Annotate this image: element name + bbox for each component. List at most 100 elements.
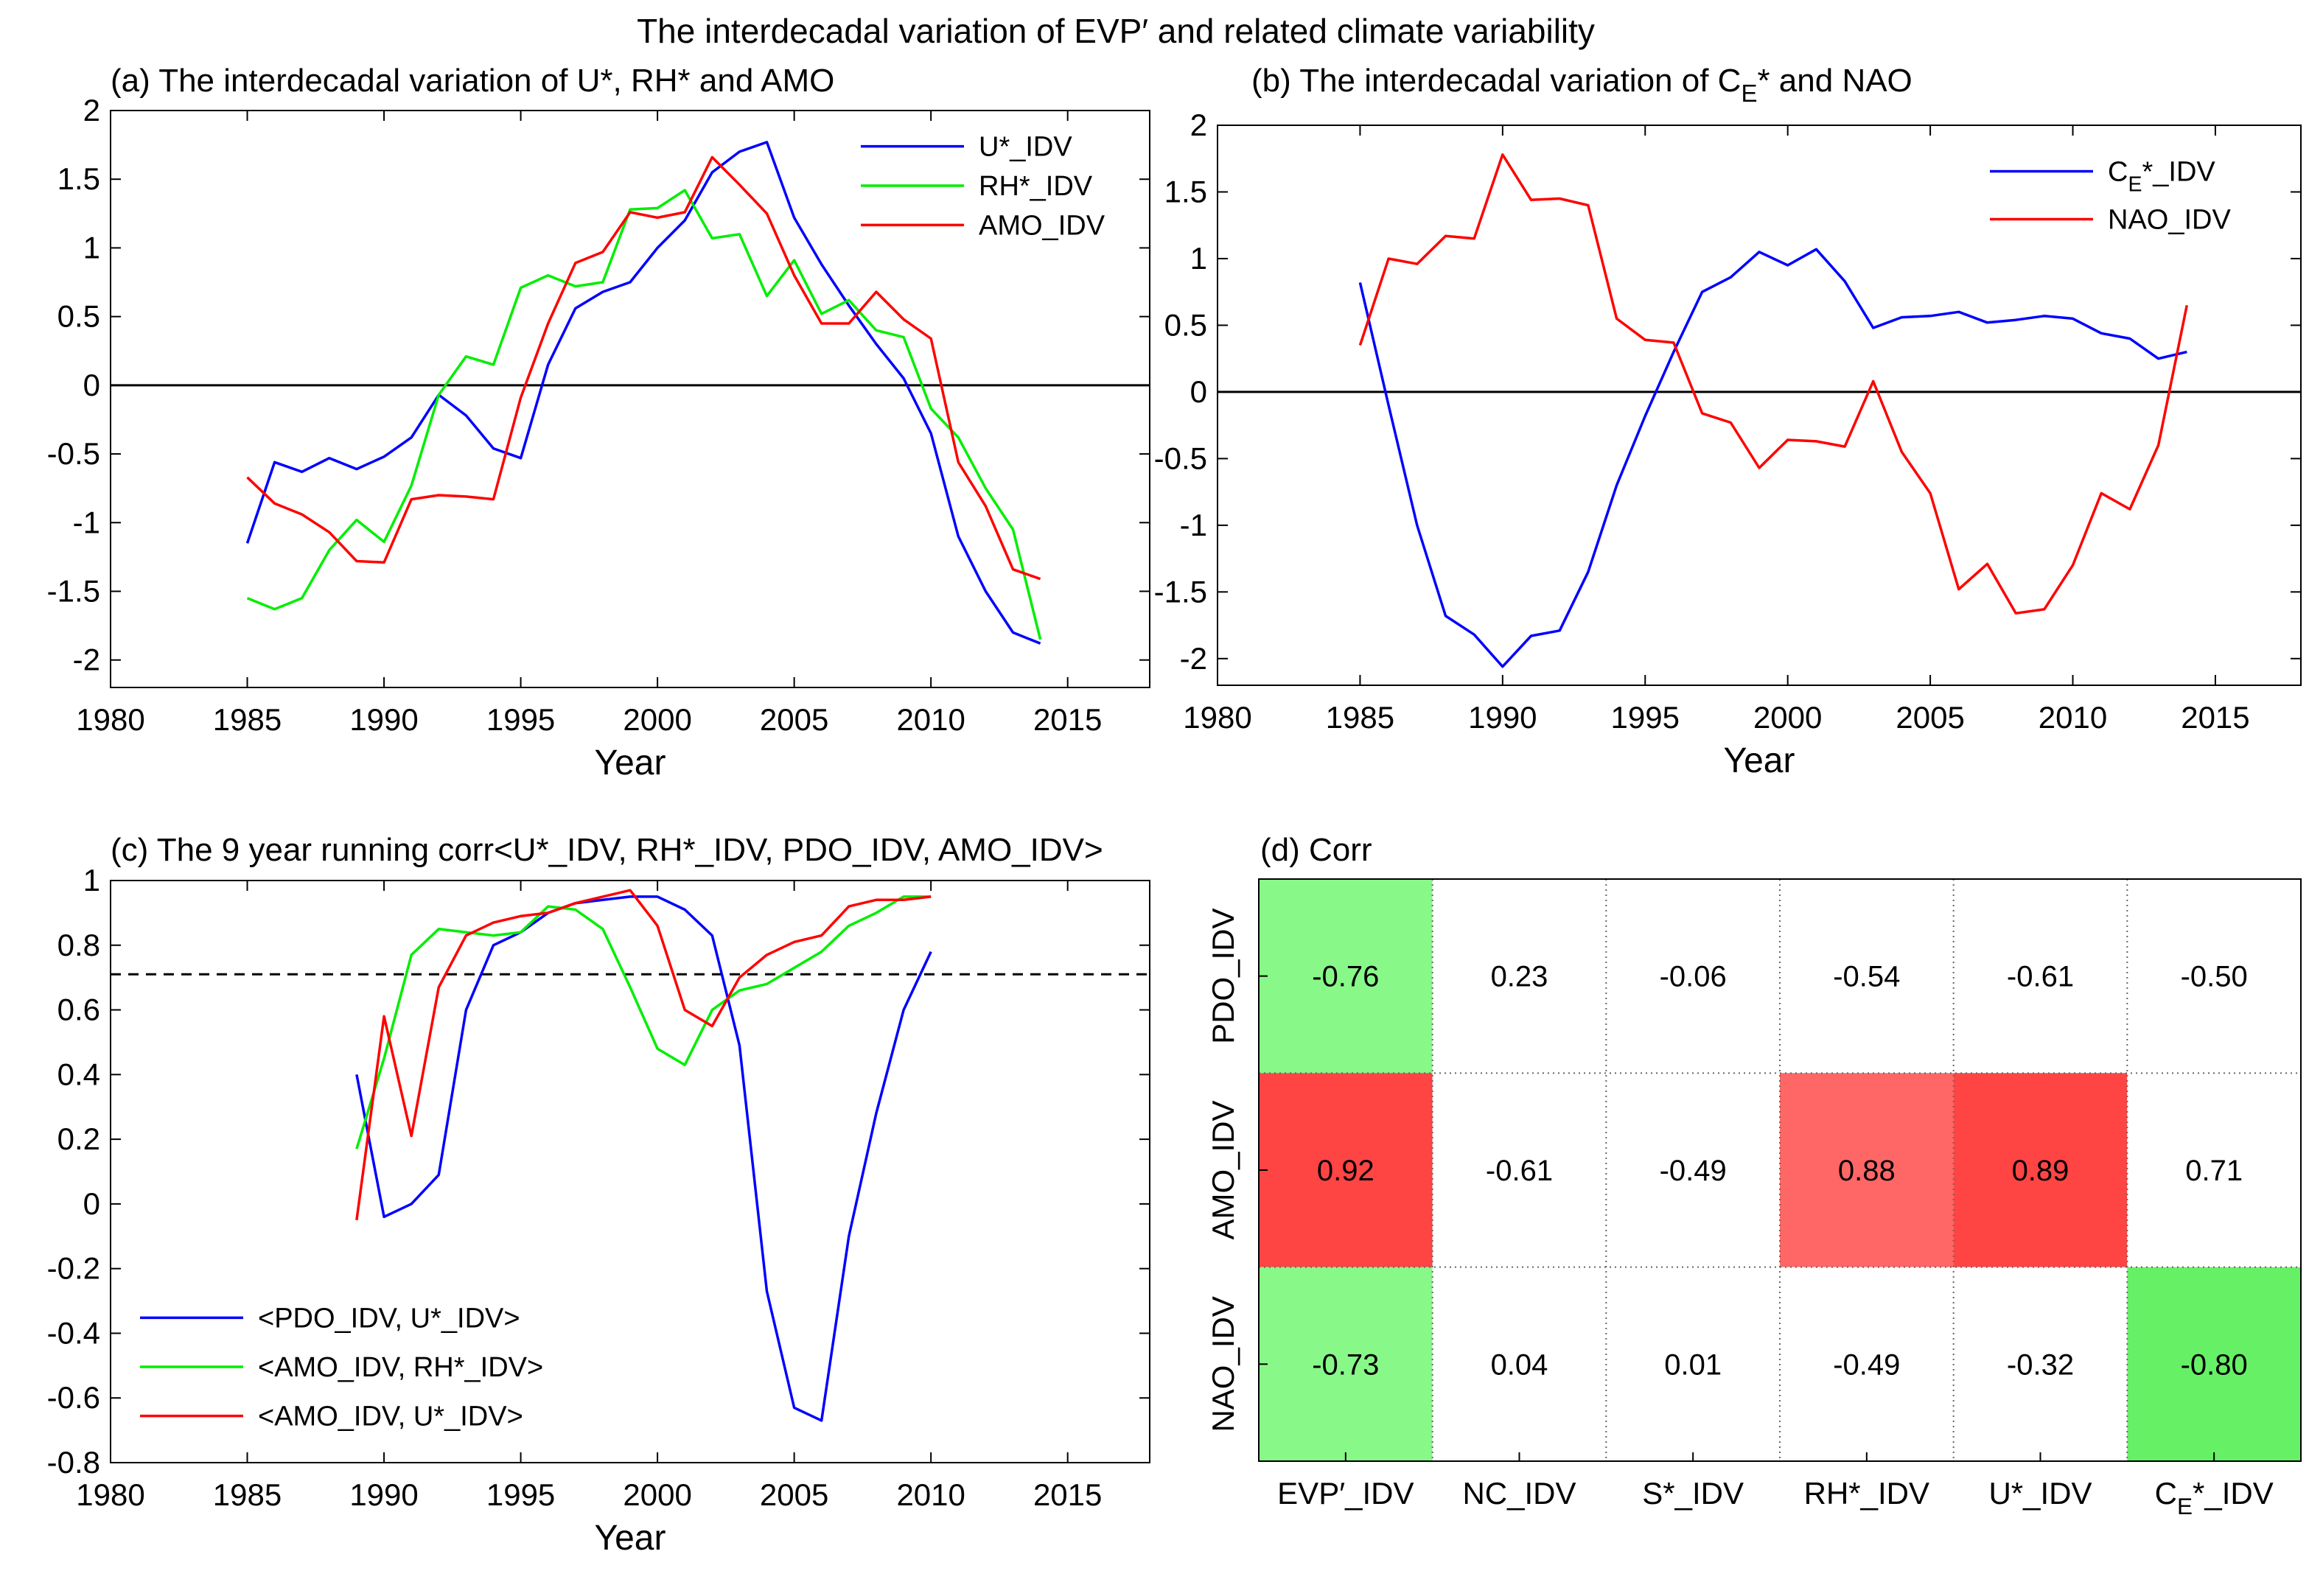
x-tick-label: 1990 bbox=[1468, 700, 1537, 735]
heatmap-column-label: S*_IDV bbox=[1642, 1476, 1744, 1511]
x-tick-label: 1995 bbox=[1611, 700, 1680, 735]
panel-a-title: (a) The interdecadal variation of U*, RH… bbox=[111, 63, 834, 99]
x-tick-label: 2015 bbox=[1033, 1477, 1102, 1512]
x-tick-label: 2000 bbox=[623, 1477, 691, 1512]
x-tick-label: 2010 bbox=[2039, 700, 2107, 735]
x-tick-label: 2005 bbox=[760, 702, 828, 737]
y-tick-label: 0 bbox=[83, 368, 100, 402]
legend-label-amo-idv-rh-idv: <AMO_IDV, RH*_IDV> bbox=[258, 1352, 543, 1383]
panel-d: (d) Corr -0.76 0.23 -0.06 -0.54 -0.61 -0.50 0.9… bbox=[1206, 832, 2301, 1519]
y-tick-label: 0 bbox=[1190, 374, 1207, 409]
x-tick-label: 2010 bbox=[896, 1477, 965, 1512]
panel-c: (c) The 9 year running corr<U*_IDV, RH*_… bbox=[47, 832, 1150, 1558]
x-tick-label: 1995 bbox=[486, 702, 555, 737]
x-tick-label: 1985 bbox=[1326, 700, 1394, 735]
panel-b-title-part: (b) The interdecadal variation of C bbox=[1251, 63, 1741, 99]
x-tick-label: 2015 bbox=[1033, 702, 1102, 737]
y-tick-label: 0.4 bbox=[57, 1057, 100, 1091]
heatmap-row-label: NAO_IDV bbox=[1206, 1296, 1240, 1432]
y-tick-label: 2 bbox=[1190, 108, 1207, 142]
figure-suptitle: The interdecadal variation of EVP′ and r… bbox=[637, 12, 1595, 50]
x-tick-label: 1995 bbox=[486, 1477, 555, 1512]
heatmap-cell-value: -0.50 bbox=[2181, 961, 2248, 993]
x-tick-label: 2015 bbox=[2181, 700, 2249, 735]
x-axis-label: Year bbox=[1724, 741, 1795, 780]
series-line-nao-idv bbox=[1360, 155, 2187, 614]
y-tick-label: -0.8 bbox=[47, 1445, 100, 1480]
legend: U*_IDV RH*_IDV AMO_IDV bbox=[861, 132, 1105, 242]
heatmap-column-label: RH*_IDV bbox=[1804, 1476, 1929, 1511]
y-tick-label: 0.5 bbox=[57, 299, 100, 334]
legend: <PDO_IDV, U*_IDV> <AMO_IDV, RH*_IDV> <AMO_… bbox=[140, 1303, 543, 1432]
y-tick-label: -1 bbox=[73, 505, 100, 539]
series-line-amo-idv-u-idv bbox=[357, 890, 931, 1220]
x-tick-label: 2005 bbox=[760, 1477, 828, 1512]
heatmap-cell-value: 0.01 bbox=[1664, 1348, 1722, 1381]
heatmap-cell-value: 0.88 bbox=[1838, 1155, 1896, 1187]
series-line-amo-idv-rh-idv bbox=[357, 897, 931, 1149]
series-line-c-e-idv bbox=[1360, 249, 2187, 666]
heatmap-cell-value: 0.92 bbox=[1317, 1155, 1374, 1187]
y-tick-label: 0.8 bbox=[57, 928, 100, 962]
panel-d-title: (d) Corr bbox=[1260, 832, 1372, 868]
panel-c-title: (c) The 9 year running corr<U*_IDV, RH*_… bbox=[111, 832, 1103, 868]
series-line-u-idv bbox=[248, 142, 1041, 643]
x-tick-label: 1985 bbox=[213, 1477, 282, 1512]
heatmap-cell-value: 0.04 bbox=[1491, 1348, 1548, 1381]
y-tick-label: 1.5 bbox=[57, 161, 100, 196]
x-tick-label: 2000 bbox=[1753, 700, 1822, 735]
heatmap-cell-value: -0.54 bbox=[1833, 961, 1900, 993]
x-tick-label: 1990 bbox=[349, 702, 418, 737]
heatmap-cell-value: -0.76 bbox=[1312, 961, 1379, 993]
panel-b-title-subscript: E bbox=[1741, 80, 1757, 107]
heatmap-column-label-subscript: E bbox=[2177, 1493, 2193, 1519]
heatmap-column-label: CE*_IDV bbox=[2155, 1476, 2274, 1519]
legend-label-pdo-idv-u-idv: <PDO_IDV, U*_IDV> bbox=[258, 1303, 520, 1334]
heatmap-cell-value: -0.61 bbox=[1486, 1155, 1553, 1187]
y-tick-label: 1.5 bbox=[1164, 174, 1207, 209]
y-tick-label: -1.5 bbox=[1154, 574, 1207, 609]
legend-label-c-e-idv-part: *_IDV bbox=[2142, 157, 2215, 188]
heatmap-cell-value: 0.71 bbox=[2185, 1155, 2243, 1187]
x-tick-label: 1990 bbox=[349, 1477, 418, 1512]
x-tick-label: 1985 bbox=[213, 702, 282, 737]
legend-label-u-idv: U*_IDV bbox=[979, 132, 1072, 163]
y-tick-label: -1.5 bbox=[47, 574, 100, 609]
figure: The interdecadal variation of EVP′ and r… bbox=[0, 0, 2309, 1596]
panel-b: (b) The interdecadal variation of CE* an… bbox=[1154, 63, 2301, 780]
legend-label-c-e-idv-part: C bbox=[2108, 157, 2128, 188]
x-tick-label: 2000 bbox=[623, 702, 691, 737]
y-tick-label: 0 bbox=[83, 1186, 100, 1221]
legend-label-amo-idv: AMO_IDV bbox=[979, 210, 1105, 241]
heatmap-column-label: U*_IDV bbox=[1988, 1476, 2092, 1511]
heatmap-cell-value: -0.61 bbox=[2007, 961, 2074, 993]
heatmap-cell-value: 0.23 bbox=[1491, 961, 1548, 993]
y-tick-label: 1 bbox=[83, 230, 100, 265]
series-line-amo-idv bbox=[248, 157, 1041, 578]
heatmap-row-label: AMO_IDV bbox=[1206, 1100, 1240, 1239]
heatmap-column-label: NC_IDV bbox=[1462, 1476, 1576, 1511]
legend-label-amo-idv-u-idv: <AMO_IDV, U*_IDV> bbox=[258, 1401, 523, 1432]
heatmap-row-label: PDO_IDV bbox=[1206, 908, 1240, 1043]
y-tick-label: 0.6 bbox=[57, 993, 100, 1027]
legend-label-c-e-idv-subscript: E bbox=[2128, 173, 2142, 197]
heatmap-column-label-part: C bbox=[2155, 1476, 2177, 1511]
x-tick-label: 1980 bbox=[76, 702, 144, 737]
heatmap-column-label: EVP′_IDV bbox=[1277, 1476, 1414, 1511]
y-tick-label: 1 bbox=[1190, 241, 1207, 276]
heatmap-cell-value: -0.80 bbox=[2181, 1348, 2248, 1381]
y-tick-label: -0.2 bbox=[47, 1251, 100, 1286]
panel-a: (a) The interdecadal variation of U*, RH… bbox=[47, 63, 1150, 783]
heatmap-cell-value: -0.06 bbox=[1660, 961, 1727, 993]
y-tick-label: -1 bbox=[1180, 508, 1207, 542]
y-tick-label: 0.5 bbox=[1164, 307, 1207, 342]
y-tick-label: -0.6 bbox=[47, 1380, 100, 1415]
heatmap-cell-value: 0.89 bbox=[2012, 1155, 2069, 1187]
x-tick-label: 2010 bbox=[896, 702, 965, 737]
heatmap-cell-value: -0.32 bbox=[2007, 1348, 2074, 1381]
x-tick-label: 1980 bbox=[1183, 700, 1251, 735]
y-tick-label: 1 bbox=[83, 863, 100, 897]
x-axis-label: Year bbox=[595, 1519, 666, 1558]
y-tick-label: 2 bbox=[83, 93, 100, 127]
legend-label-rh-idv: RH*_IDV bbox=[979, 171, 1093, 202]
